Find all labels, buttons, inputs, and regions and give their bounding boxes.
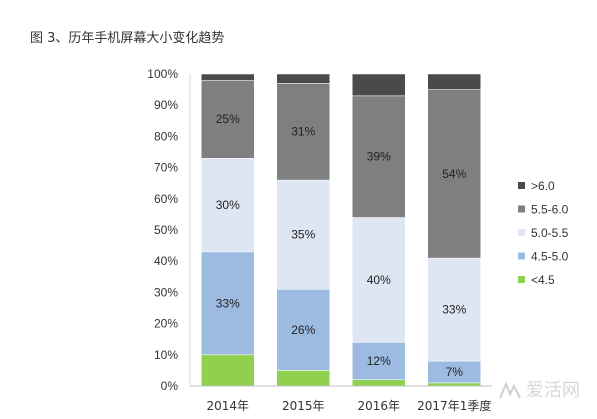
bar-segment bbox=[352, 342, 406, 381]
y-axis: 0% 10% 20% 30% 40% 50% 60% 70% 80% 90% 100% bbox=[147, 67, 191, 393]
y-tick-label: 10% bbox=[154, 348, 178, 362]
bar-segment bbox=[201, 157, 255, 253]
legend-label: 5.0-5.5 bbox=[531, 226, 569, 240]
legend-label: 4.5-5.0 bbox=[531, 250, 569, 264]
data-label: 40% bbox=[367, 273, 391, 287]
bar-segment bbox=[276, 83, 330, 181]
data-label: 31% bbox=[291, 125, 315, 139]
bar-segment bbox=[352, 217, 406, 343]
legend-label: >6.0 bbox=[531, 179, 555, 193]
bar-segment bbox=[427, 73, 481, 90]
y-tick-label: 40% bbox=[154, 254, 178, 268]
data-label: 25% bbox=[216, 112, 240, 126]
data-label: 7% bbox=[446, 365, 464, 379]
data-label: 26% bbox=[291, 323, 315, 337]
y-tick-label: 100% bbox=[147, 67, 178, 81]
bars bbox=[201, 73, 481, 387]
bar-segment bbox=[352, 73, 406, 97]
bar-segment bbox=[201, 79, 255, 159]
data-label: 33% bbox=[216, 296, 240, 310]
bar-segment bbox=[352, 95, 406, 218]
x-tick-label: 2014年 bbox=[206, 399, 249, 413]
y-tick-label: 80% bbox=[154, 129, 178, 143]
data-label: 39% bbox=[367, 150, 391, 164]
y-tick-label: 90% bbox=[154, 98, 178, 112]
data-label: 12% bbox=[367, 354, 391, 368]
legend-swatch bbox=[518, 252, 525, 260]
y-tick-label: 50% bbox=[154, 223, 178, 237]
data-label: 33% bbox=[442, 303, 466, 317]
watermark-logo-icon bbox=[499, 381, 521, 399]
data-label: 35% bbox=[291, 228, 315, 242]
legend-label: 5.5-6.0 bbox=[531, 203, 569, 217]
bar-segment bbox=[201, 73, 255, 81]
y-tick-label: 60% bbox=[154, 192, 178, 206]
legend-swatch bbox=[518, 182, 525, 189]
bar-segment bbox=[427, 89, 481, 259]
bar-segment bbox=[276, 289, 330, 371]
bar-segment bbox=[201, 251, 255, 356]
legend: >6.0 5.5-6.0 5.0-5.5 4.5-5.0 <4.5 bbox=[518, 179, 569, 287]
legend-swatch bbox=[518, 229, 525, 236]
x-tick-label: 2016年 bbox=[357, 399, 400, 413]
watermark-text: 爱活网 bbox=[526, 380, 580, 401]
y-tick-label: 30% bbox=[154, 285, 178, 299]
y-tick-label: 70% bbox=[154, 161, 178, 175]
data-label: 54% bbox=[442, 167, 466, 181]
y-tick-label: 0% bbox=[161, 379, 179, 393]
bar-segment bbox=[276, 73, 330, 84]
x-axis: 2014年 2015年 2016年 2017年1季度 bbox=[190, 385, 492, 413]
y-tick-label: 20% bbox=[154, 317, 178, 331]
legend-label: <4.5 bbox=[531, 273, 555, 287]
bar-segment bbox=[427, 257, 481, 362]
x-tick-label: 2015年 bbox=[282, 399, 325, 413]
bar-segment bbox=[201, 354, 255, 387]
legend-swatch bbox=[518, 276, 525, 283]
chart-title: 图 3、历年手机屏幕大小变化趋势 bbox=[30, 30, 224, 46]
bar-segment bbox=[276, 179, 330, 290]
data-label: 30% bbox=[216, 198, 240, 212]
legend-swatch bbox=[518, 205, 525, 213]
data-labels: 33% 30% 25% 26% 35% 31% 12% 40% 39% 7% 33% 54% bbox=[216, 112, 467, 379]
bar-segment bbox=[352, 379, 406, 387]
x-tick-label: 2017年1季度 bbox=[417, 398, 491, 413]
bar-segment bbox=[276, 370, 330, 387]
watermark: 爱活网 bbox=[499, 380, 580, 401]
